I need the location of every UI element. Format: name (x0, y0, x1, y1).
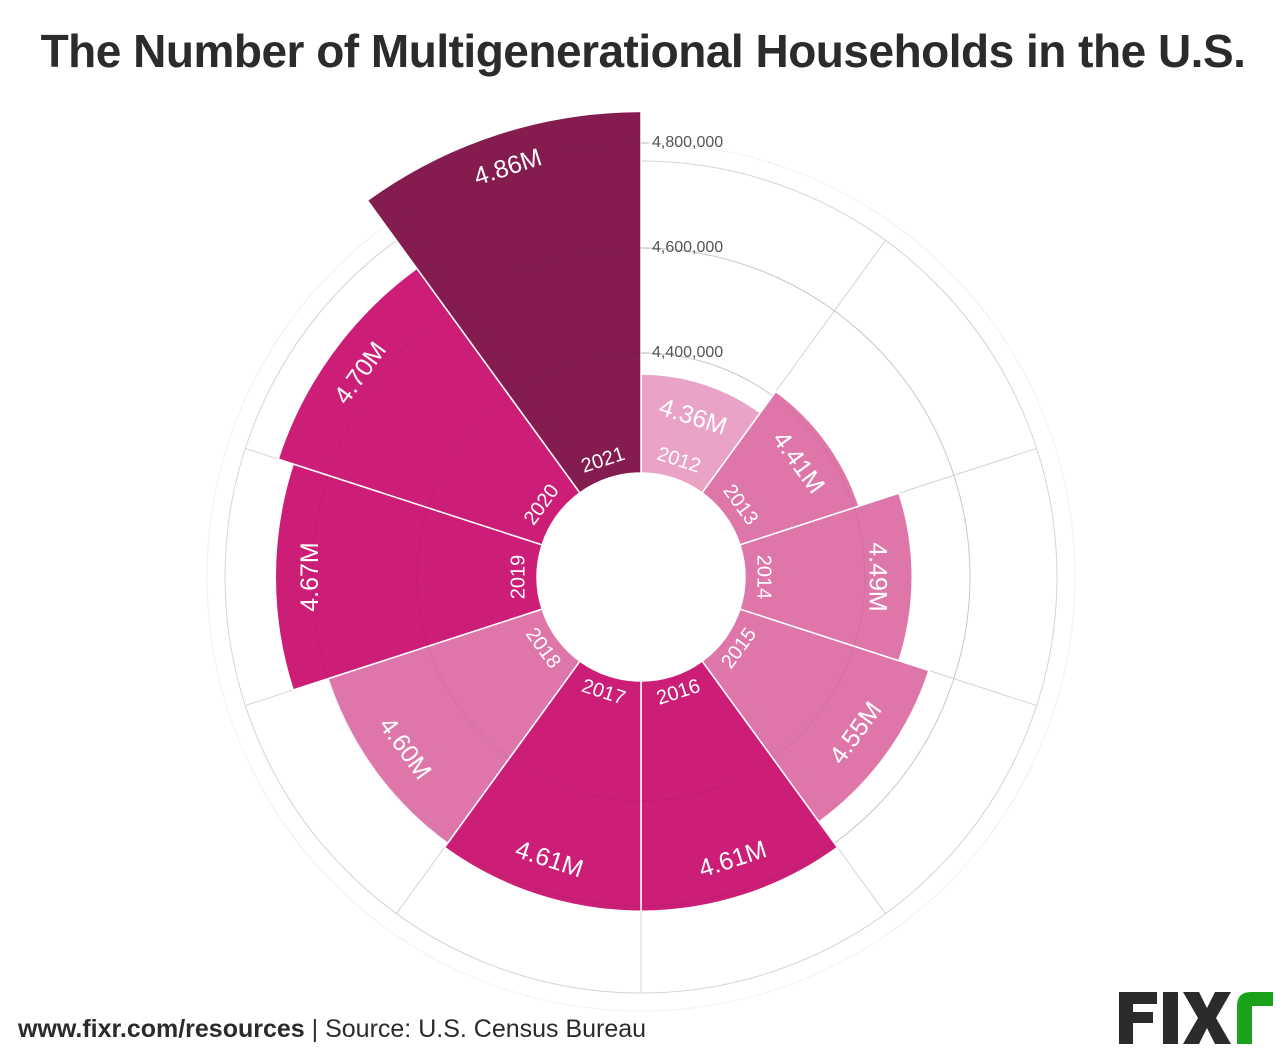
chart-title: The Number of Multigenerational Househol… (40, 25, 1246, 77)
year-label: 2019 (507, 555, 529, 600)
fixr-logo (1119, 992, 1273, 1044)
radial-axis: 4,400,000 4,600,000 4,800,000 (641, 134, 723, 361)
footer-url[interactable]: www.fixr.com/resources (18, 1015, 305, 1043)
center-hole (537, 473, 745, 681)
logo-letter-f (1119, 992, 1157, 1044)
logo-letter-i (1163, 992, 1178, 1044)
value-label: 4.67M (296, 542, 324, 611)
value-label: 4.49M (864, 542, 892, 611)
radial-tick-label: 4,400,000 (652, 344, 723, 361)
radial-tick-label: 4,800,000 (652, 134, 723, 151)
footer-source: Source: U.S. Census Bureau (325, 1015, 647, 1043)
chart-bars (206, 110, 1076, 1012)
year-label: 2014 (753, 555, 775, 600)
footer: www.fixr.com/resources | Source: U.S. Ce… (18, 1015, 646, 1044)
logo-letter-x (1183, 992, 1231, 1044)
logo-letter-r (1237, 992, 1273, 1044)
radial-tick-label: 4,600,000 (652, 239, 723, 256)
footer-separator: | (304, 1015, 326, 1043)
